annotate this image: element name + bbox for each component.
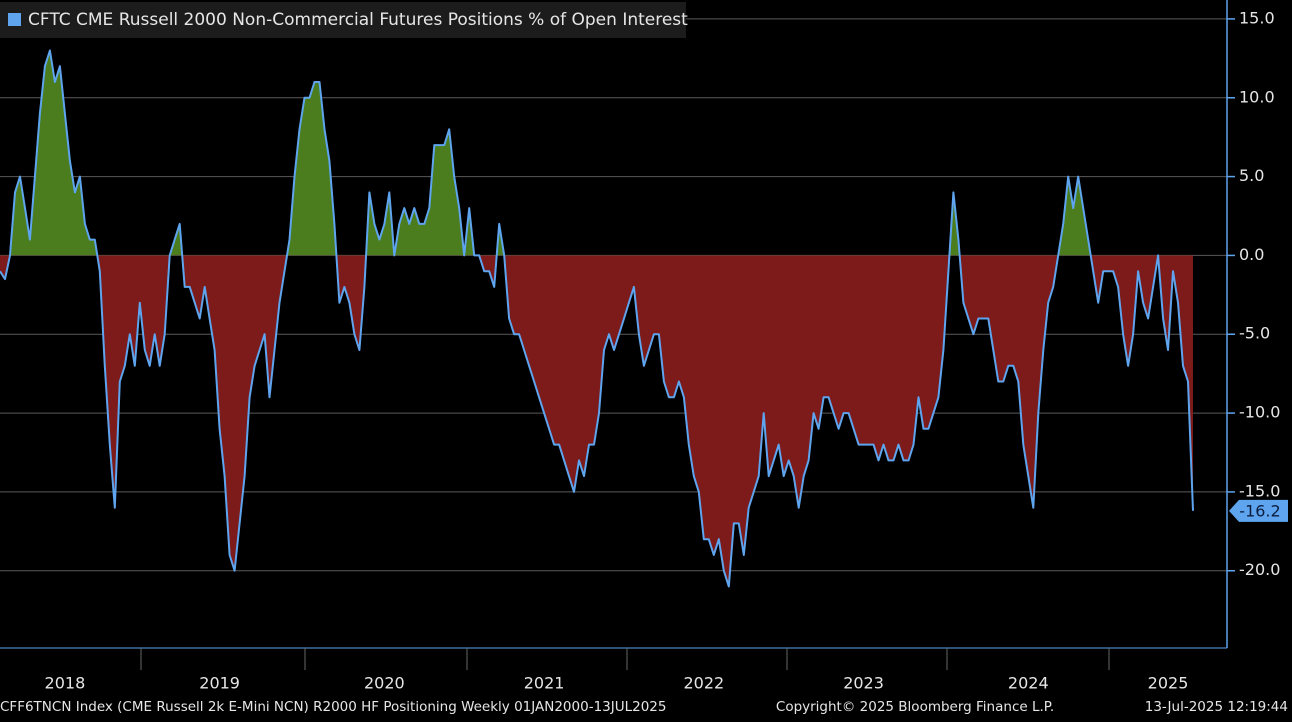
legend-label: CFTC CME Russell 2000 Non-Commercial Fut… bbox=[28, 10, 688, 30]
x-tick-label: 2020 bbox=[364, 674, 405, 693]
year-separators bbox=[140, 648, 1110, 670]
y-tick-label: 5.0 bbox=[1239, 166, 1264, 185]
line bbox=[0, 49, 1194, 588]
footer-right: 13-Jul-2025 12:19:44 bbox=[1145, 699, 1288, 715]
x-tick-label: 2025 bbox=[1148, 674, 1189, 693]
legend-box bbox=[0, 2, 686, 38]
x-tick-label: 2019 bbox=[199, 674, 240, 693]
x-tick-label: 2024 bbox=[1008, 674, 1049, 693]
y-tick-label: -10.0 bbox=[1239, 403, 1280, 422]
x-tick-label: 2018 bbox=[45, 674, 86, 693]
plot bbox=[0, 49, 1194, 588]
x-tick-label: 2023 bbox=[843, 674, 884, 693]
footer-center: Copyright© 2025 Bloomberg Finance L.P. bbox=[776, 699, 1054, 715]
y-tick-label: -5.0 bbox=[1239, 324, 1270, 343]
last-value-callout bbox=[1229, 499, 1288, 522]
y-tick-label: 15.0 bbox=[1239, 8, 1275, 27]
y-tick-label: -15.0 bbox=[1239, 481, 1280, 500]
x-tick-label: 2022 bbox=[683, 674, 724, 693]
area-negative bbox=[0, 255, 1193, 587]
ticks: 15.0 10.0 5.0 0.0 -5.0 -10.0 -15.0 -20.0 2018 201… bbox=[45, 8, 1288, 693]
x-tick-label: 2021 bbox=[524, 674, 565, 693]
y-tick-label: -20.0 bbox=[1239, 560, 1280, 579]
footer-left: CFF6TNCN Index (CME Russell 2k E-Mini NC… bbox=[0, 699, 666, 715]
area-positive bbox=[0, 50, 1193, 256]
legend-swatch bbox=[8, 13, 21, 26]
last-value-label: -16.2 bbox=[1239, 501, 1280, 520]
y-tick-label: 10.0 bbox=[1239, 87, 1275, 106]
y-tick-label: 0.0 bbox=[1239, 245, 1264, 264]
